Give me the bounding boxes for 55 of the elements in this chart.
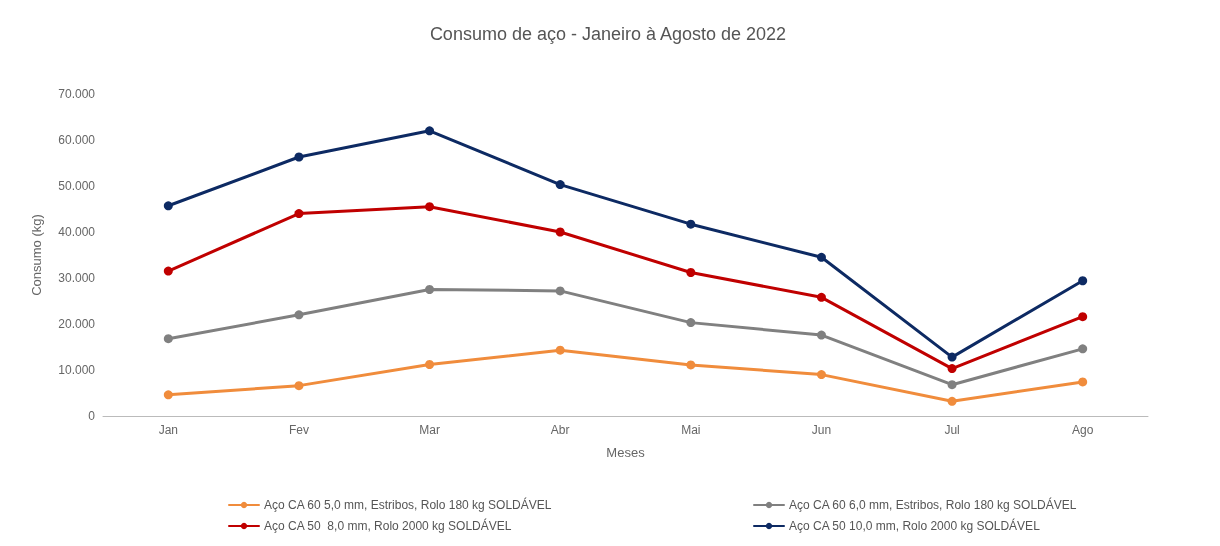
point: [294, 381, 304, 391]
point: [686, 219, 696, 229]
point: [1078, 312, 1088, 322]
y-tick-label: 0: [88, 409, 96, 423]
y-tick-label: 10.000: [58, 363, 96, 377]
point: [425, 285, 435, 294]
point: [555, 180, 565, 190]
x-tick-label: Fev: [288, 423, 309, 437]
y-tick-label: 50.000: [58, 179, 96, 193]
point: [555, 345, 565, 355]
x-tick-label: Mai: [681, 423, 701, 437]
point: [947, 364, 957, 374]
point: [816, 252, 826, 262]
point: [163, 266, 173, 276]
point: [686, 318, 696, 328]
point: [686, 360, 696, 370]
x-tick-label: Mar: [419, 423, 440, 437]
point: [294, 152, 304, 162]
x-tick-label: Jun: [811, 423, 832, 437]
point: [947, 380, 957, 390]
point: [555, 286, 565, 296]
point: [163, 201, 173, 211]
point: [425, 126, 435, 136]
x-tick-label: Jan: [158, 423, 178, 437]
point: [294, 209, 304, 219]
point: [425, 359, 435, 369]
point: [816, 330, 826, 340]
x-tick-label: Abr: [550, 423, 570, 437]
point: [1078, 276, 1088, 286]
legend-label: Aço CA 50 10,0 mm, Rolo 2000 kg SOLDÁVEL: [789, 518, 1041, 533]
x-axis-title: Meses: [606, 445, 646, 460]
point: [425, 202, 435, 212]
y-axis-title: Consumo (kg): [29, 214, 44, 296]
point: [1078, 377, 1088, 387]
y-tick-label: 40.000: [58, 225, 96, 239]
x-tick-label: Jul: [944, 423, 960, 437]
x-tick-label: Ago: [1072, 423, 1094, 437]
point: [294, 310, 304, 320]
point: [686, 267, 696, 277]
legend-label: Aço CA 60 5,0 mm, Estribos, Rolo 180 kg SOLDÁVEL: [264, 497, 552, 512]
legend-label: Aço CA 50 8,0 mm, Rolo 2000 kg SOLDÁVEL: [264, 518, 512, 533]
point: [1078, 344, 1088, 354]
chart-title: Consumo de aço - Janeiro à Agosto de 2022: [429, 24, 787, 44]
point: [555, 227, 565, 237]
point: [947, 352, 957, 362]
y-tick-label: 20.000: [58, 317, 96, 331]
point: [163, 334, 173, 344]
y-tick-label: 30.000: [58, 271, 96, 285]
point: [816, 370, 826, 380]
y-tick-label: 60.000: [58, 133, 96, 147]
point: [163, 390, 173, 400]
y-tick-label: 70.000: [58, 87, 96, 101]
point: [816, 292, 826, 302]
legend-label: Aço CA 60 6,0 mm, Estribos, Rolo 180 kg SOLDÁVEL: [789, 497, 1077, 512]
point: [947, 396, 957, 406]
